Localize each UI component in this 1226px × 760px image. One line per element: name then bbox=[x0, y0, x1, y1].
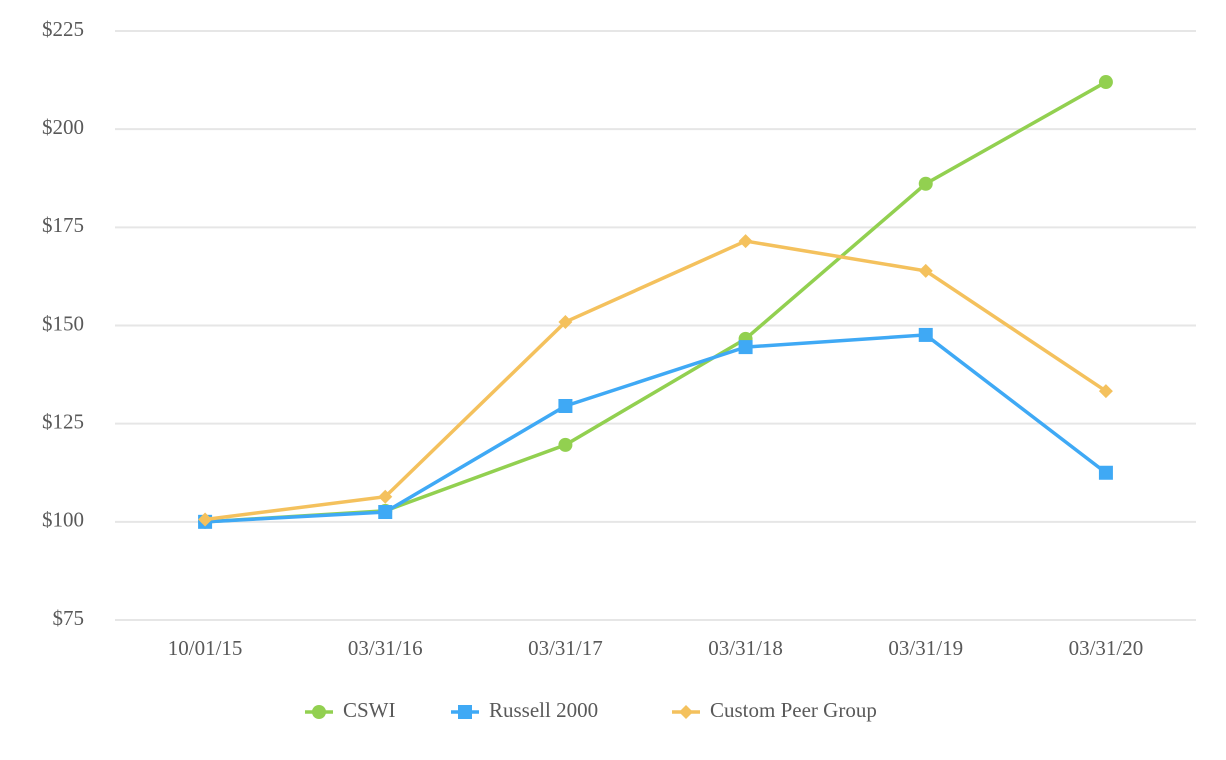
legend-label: Custom Peer Group bbox=[710, 698, 877, 722]
x-tick-label: 03/31/19 bbox=[888, 636, 963, 660]
series-line bbox=[204, 333, 1107, 524]
point bbox=[558, 437, 573, 452]
point bbox=[558, 314, 573, 329]
point bbox=[198, 512, 213, 527]
point bbox=[1098, 384, 1113, 399]
point bbox=[1098, 465, 1113, 480]
y-tick-label: $225 bbox=[42, 17, 84, 41]
x-tick-label: 03/31/17 bbox=[528, 636, 603, 660]
point bbox=[558, 398, 573, 413]
legend-marker bbox=[458, 705, 472, 719]
x-tick-label: 03/31/20 bbox=[1069, 636, 1144, 660]
y-tick-label: $125 bbox=[42, 409, 84, 433]
legend-label: Russell 2000 bbox=[489, 698, 598, 722]
y-tick-label: $100 bbox=[42, 508, 84, 532]
y-tick-label: $75 bbox=[53, 606, 85, 630]
y-tick-label: $175 bbox=[42, 213, 84, 237]
point bbox=[918, 176, 933, 191]
y-tick-label: $150 bbox=[42, 311, 84, 335]
point bbox=[738, 234, 753, 249]
series-line bbox=[204, 239, 1107, 522]
x-tick-label: 03/31/16 bbox=[348, 636, 423, 660]
legend-marker bbox=[679, 705, 693, 719]
y-tick-label: $200 bbox=[42, 115, 84, 139]
point bbox=[918, 263, 933, 278]
point bbox=[738, 340, 753, 355]
point bbox=[378, 505, 393, 520]
x-tick-label: 03/31/18 bbox=[708, 636, 783, 660]
point bbox=[918, 327, 933, 342]
point bbox=[1098, 75, 1113, 90]
x-tick-label: 10/01/15 bbox=[168, 636, 243, 660]
point bbox=[378, 489, 393, 504]
legend-marker bbox=[312, 705, 326, 719]
legend-label: CSWI bbox=[343, 698, 396, 722]
